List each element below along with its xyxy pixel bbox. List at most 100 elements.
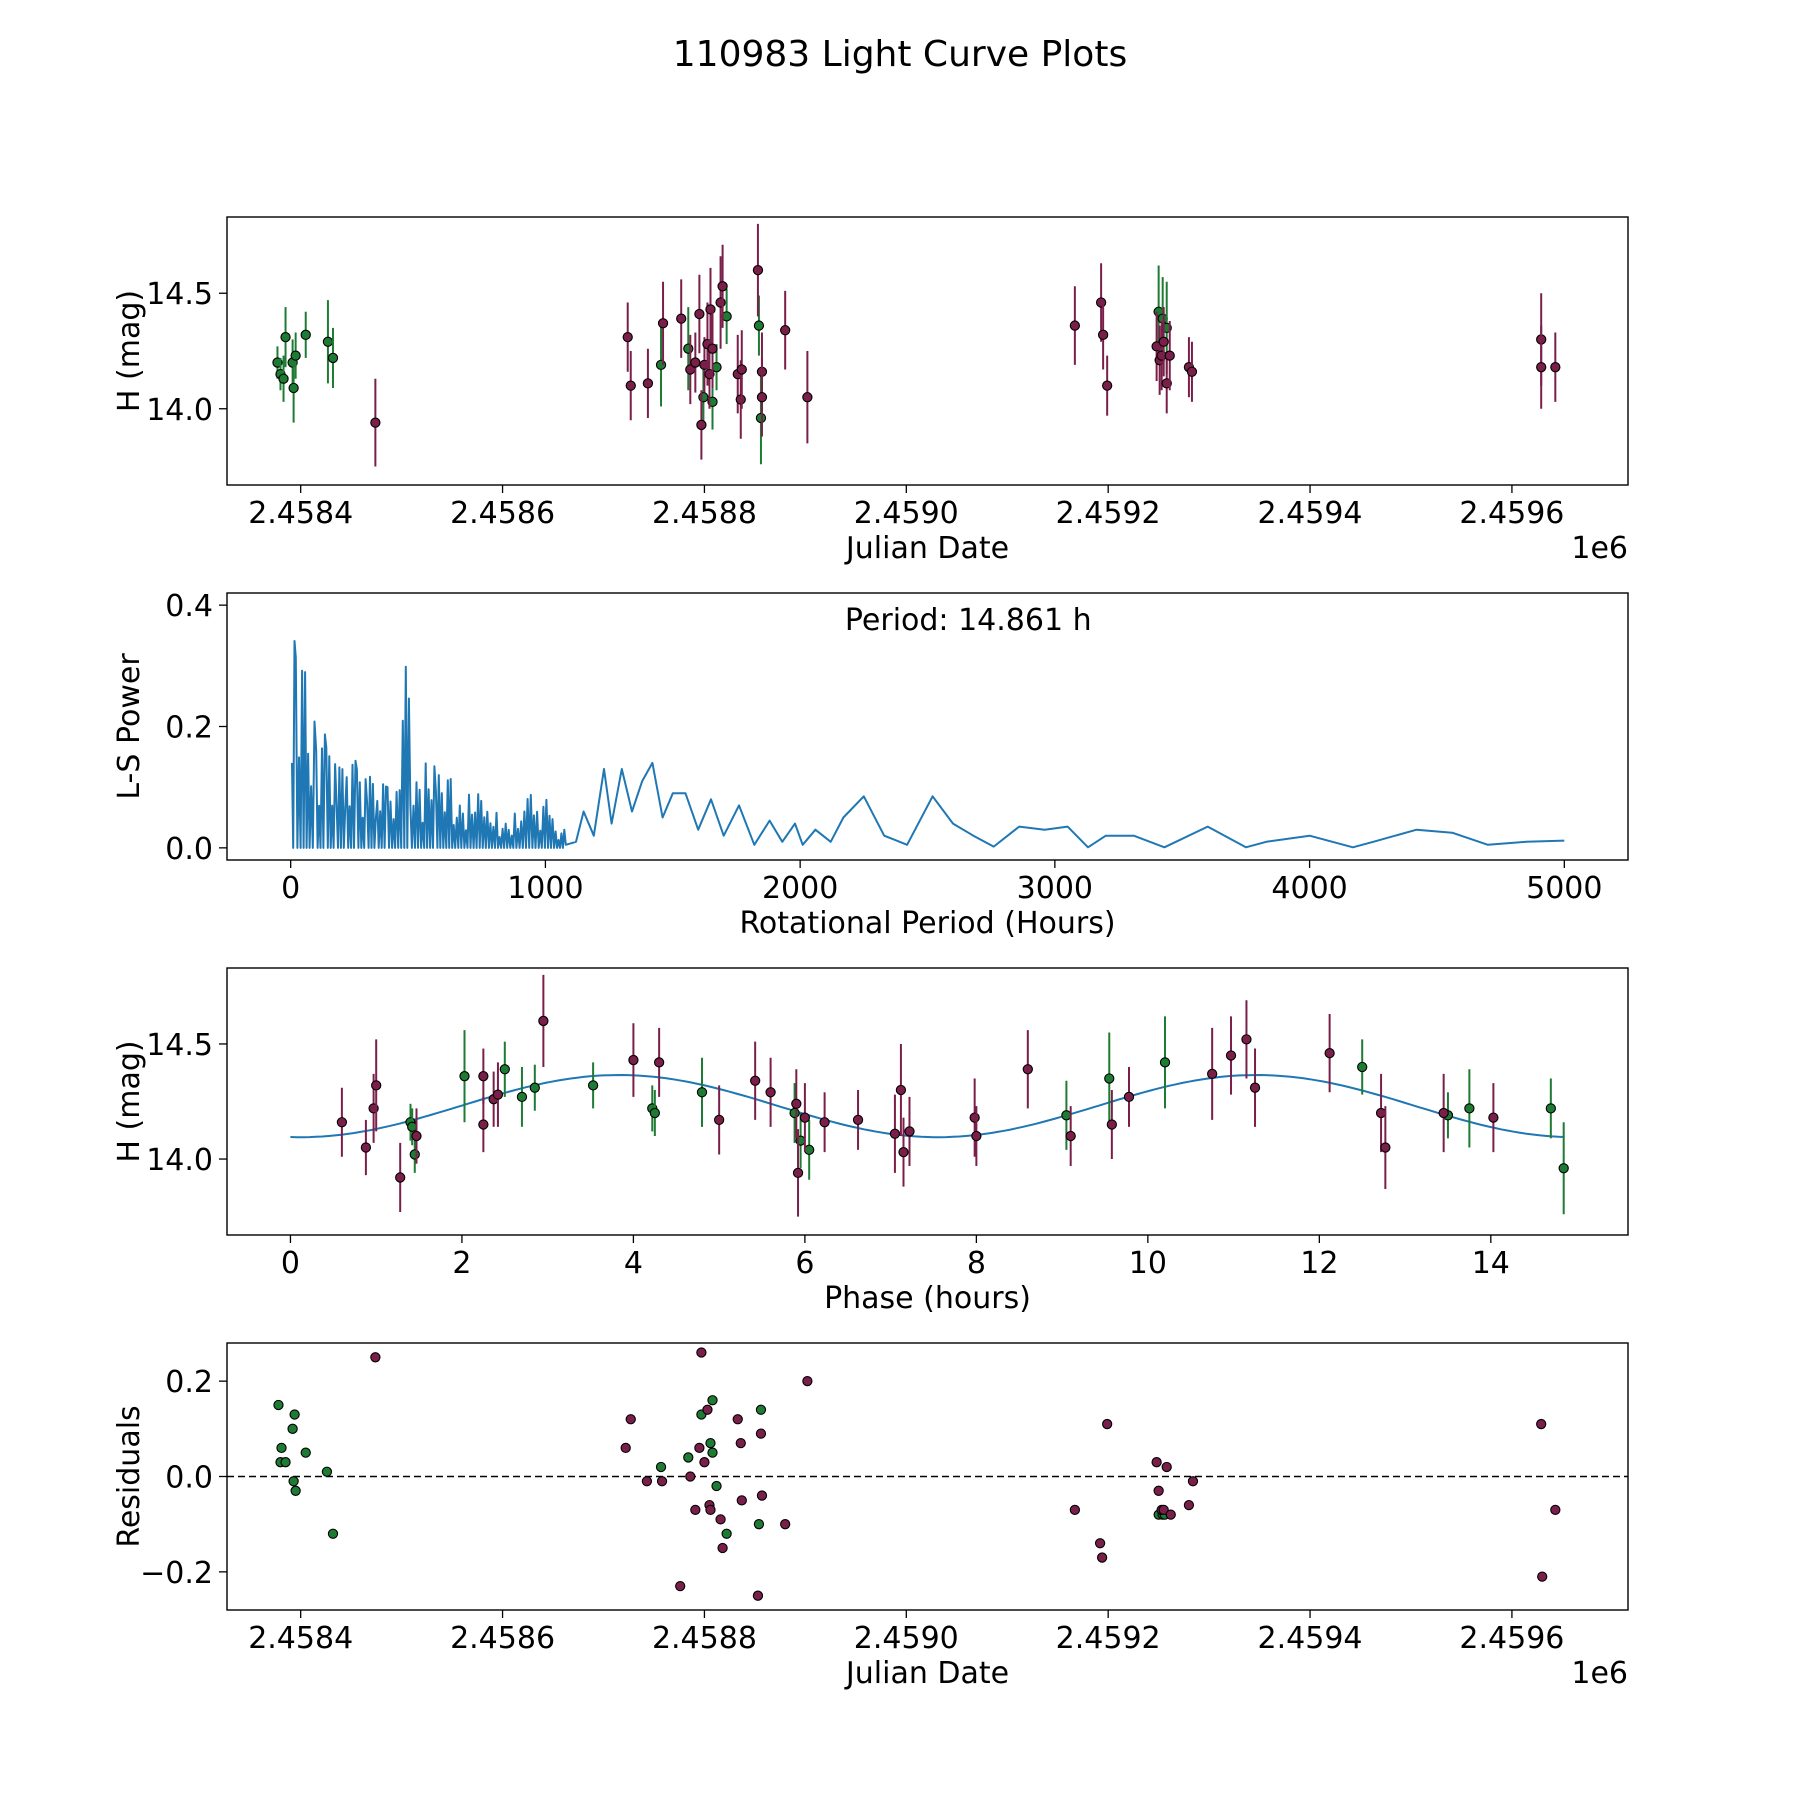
data-point-red bbox=[752, 264, 764, 276]
x-tick-label: 6 bbox=[795, 1246, 814, 1281]
x-tick-label: 2 bbox=[452, 1246, 471, 1281]
axes-frame bbox=[226, 216, 1629, 486]
data-point-red bbox=[690, 357, 701, 368]
data-point-red bbox=[1249, 1082, 1261, 1093]
data-point-red bbox=[653, 1057, 665, 1068]
x-tick-label: 2.4594 bbox=[1258, 1621, 1363, 1656]
y-tick-label: 14.0 bbox=[146, 393, 213, 428]
data-point-red bbox=[765, 1087, 776, 1098]
axes-frame bbox=[226, 1342, 1629, 1611]
data-point-red bbox=[625, 1414, 636, 1425]
data-point-green bbox=[707, 1395, 718, 1406]
data-point-green bbox=[327, 1528, 339, 1539]
data-point-red bbox=[1187, 1476, 1199, 1487]
data-point-green bbox=[683, 1452, 694, 1463]
x-tick-label: 2.4592 bbox=[1056, 496, 1161, 531]
data-point-green bbox=[683, 343, 694, 354]
plot-area bbox=[272, 223, 1561, 467]
data-point-red bbox=[1022, 1064, 1033, 1075]
x-axis-label: Julian Date bbox=[844, 531, 1009, 566]
data-point-red bbox=[1123, 1091, 1135, 1103]
plot-area bbox=[290, 974, 1569, 1217]
data-point-green bbox=[290, 350, 301, 361]
data-point-red bbox=[717, 281, 728, 292]
x-tick-label: 0 bbox=[281, 871, 300, 906]
data-point-green bbox=[1061, 1110, 1072, 1121]
data-point-red bbox=[620, 1442, 631, 1454]
x-tick-label: 10 bbox=[1129, 1246, 1167, 1281]
x-tick-label: 2.4586 bbox=[450, 1621, 555, 1656]
data-point-red bbox=[492, 1089, 504, 1100]
data-point-green bbox=[290, 1485, 301, 1496]
panel-residuals: 2.4584 2.4586 2.4588 2.4590 2.4592 2.4594 2.45… bbox=[112, 1342, 1629, 1691]
data-point-red bbox=[642, 378, 654, 389]
data-point-red bbox=[1536, 1418, 1547, 1430]
x-tick-label: 2.4592 bbox=[1056, 1621, 1161, 1656]
y-tick-label: 0.2 bbox=[165, 711, 213, 746]
x-tick-label: 2.4588 bbox=[652, 496, 757, 531]
data-point-green bbox=[409, 1149, 420, 1160]
data-point-red bbox=[752, 1590, 764, 1601]
data-point-red bbox=[732, 1414, 743, 1425]
x-tick-label: 1000 bbox=[507, 871, 583, 906]
data-point-red bbox=[1065, 1130, 1076, 1142]
y-tick-label: 14.5 bbox=[146, 1028, 213, 1063]
data-point-green bbox=[288, 1476, 299, 1487]
data-point-red bbox=[478, 1071, 489, 1082]
data-point-red bbox=[1102, 380, 1113, 391]
data-point-red bbox=[1097, 329, 1109, 340]
data-point-red bbox=[852, 1114, 864, 1126]
data-point-red bbox=[1153, 1485, 1164, 1496]
data-point-green bbox=[696, 1087, 708, 1098]
x-tick-label: 2.4586 bbox=[450, 496, 555, 531]
x-tick-label: 5000 bbox=[1526, 871, 1602, 906]
data-point-red bbox=[792, 1167, 804, 1179]
data-point-red bbox=[1380, 1142, 1391, 1153]
data-point-green bbox=[755, 1404, 767, 1415]
x-axis-label: Julian Date bbox=[844, 1656, 1009, 1691]
data-point-red bbox=[690, 1504, 701, 1516]
x-tick-label: 3000 bbox=[1017, 871, 1093, 906]
data-point-green bbox=[300, 329, 311, 340]
data-point-red bbox=[1183, 1499, 1195, 1511]
data-point-red bbox=[1161, 1461, 1172, 1473]
x-tick-label: 4000 bbox=[1271, 871, 1347, 906]
data-point-red bbox=[1438, 1107, 1449, 1119]
data-point-red bbox=[694, 1442, 705, 1454]
data-point-red bbox=[641, 1476, 653, 1487]
data-point-red bbox=[370, 1352, 381, 1363]
data-point-red bbox=[1488, 1112, 1499, 1123]
data-point-green bbox=[753, 320, 765, 331]
data-point-green bbox=[300, 1447, 311, 1458]
plot-area bbox=[291, 640, 1565, 849]
y-tick-label: −0.2 bbox=[140, 1556, 213, 1591]
data-point-green bbox=[529, 1082, 540, 1093]
x-tick-label: 2.4596 bbox=[1459, 496, 1564, 531]
y-tick-label: 0.2 bbox=[165, 1365, 213, 1400]
data-point-red bbox=[1069, 320, 1081, 331]
data-point-green bbox=[721, 1528, 732, 1539]
data-point-green bbox=[753, 1519, 765, 1530]
figure-title: 110983 Light Curve Plots bbox=[673, 34, 1127, 75]
data-point-green bbox=[649, 1107, 660, 1119]
data-point-red bbox=[538, 1015, 549, 1027]
data-point-red bbox=[628, 1054, 639, 1066]
data-point-green bbox=[587, 1080, 599, 1091]
x-tick-label: 2000 bbox=[762, 871, 838, 906]
data-point-red bbox=[791, 1098, 802, 1109]
data-point-red bbox=[1536, 362, 1547, 373]
data-point-red bbox=[622, 331, 633, 343]
data-point-red bbox=[360, 1142, 372, 1153]
data-point-green bbox=[711, 1480, 722, 1492]
data-point-red bbox=[1225, 1050, 1237, 1061]
x-tick-label: 2.4588 bbox=[652, 1621, 757, 1656]
data-point-red bbox=[625, 380, 636, 391]
y-tick-label: 0.4 bbox=[165, 589, 213, 624]
data-point-green bbox=[1357, 1061, 1368, 1073]
data-point-red bbox=[756, 1490, 768, 1501]
data-point-red bbox=[735, 394, 746, 405]
data-point-red bbox=[889, 1128, 901, 1139]
data-point-red bbox=[714, 1114, 725, 1126]
y-axis-label: H (mag) bbox=[112, 1040, 147, 1162]
